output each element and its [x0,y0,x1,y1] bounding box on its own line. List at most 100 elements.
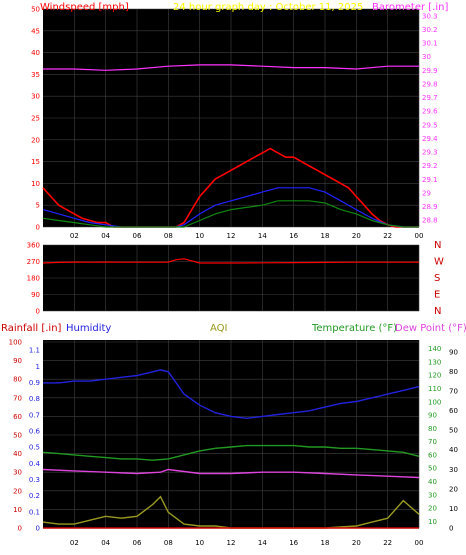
wind-left-tick: 5 [36,202,40,210]
humidity-line [43,369,420,420]
barometer-tick: 30.1 [422,40,438,48]
humidity-tick: 70 [13,394,22,402]
aqi-line [42,495,420,529]
temperature-tick: 140 [428,345,441,353]
rain-tick: 0.3 [29,476,40,484]
aqi-tick: 40 [449,446,458,454]
compass-label: S [434,273,440,284]
x-tick-label: 10 [195,539,204,547]
x-tick-label: 06 [133,539,142,547]
temperature-tick: 110 [428,385,441,393]
x-tick-label: 12 [227,539,236,547]
x-tick-label: 16 [289,232,298,240]
barometer-tick: 29.4 [422,135,438,143]
humidity-tick: 40 [13,450,22,458]
rain-tick: 0.4 [29,460,41,468]
wind-left-tick: 45 [31,27,40,35]
humidity-label: Humidity [66,323,111,334]
barometer-line [43,64,419,71]
x-tick-label: 02 [70,539,79,547]
humidity-tick: 60 [13,413,22,421]
x-tick-label: 22 [383,232,392,240]
direction-tick: 90 [31,291,40,299]
x-tick-label: 14 [258,232,267,240]
rain-tick: 0.8 [29,395,40,403]
aqi-tick: 80 [449,368,458,376]
wind-left-tick: 20 [31,136,40,144]
barometer-tick: 29.9 [422,67,438,75]
aqi-label: AQI [210,323,228,334]
barometer-label: Barometer [.in] [372,2,448,13]
graph-title: 24 hour graph day : October 11, 2025 [173,2,363,13]
barometer-tick: 30.3 [422,12,438,20]
temperature-tick: 90 [428,412,437,420]
barometer-tick: 28.9 [422,203,438,211]
dewpoint-label: Dew Point (°F) [395,323,466,334]
temperature-tick: 100 [428,398,441,406]
wind-gust-minimum-line [42,200,419,228]
aqi-tick: 10 [449,505,458,513]
barometer-tick: 28.8 [422,217,438,225]
wind-direction-line [42,258,419,264]
compass-label: N [434,240,441,251]
rain-tick: 0.7 [29,411,40,419]
x-tick-label: 08 [164,539,173,547]
humidity-tick: 30 [13,469,22,477]
humidity-tick: 20 [13,487,22,495]
x-tick-label: 12 [227,232,236,240]
humidity-tick: 80 [13,376,22,384]
x-tick-label: 02 [70,232,79,240]
aqi-tick: 90 [449,348,458,356]
rain-tick: 0.6 [29,427,41,435]
data-series [42,64,420,529]
temperature-tick: 80 [428,425,437,433]
x-tick-label: 00 [415,539,424,547]
wind-left-tick: 25 [31,115,40,123]
aqi-tick: 20 [449,485,458,493]
aqi-tick: 30 [449,466,458,474]
barometer-tick: 29.6 [422,108,438,116]
windspeed-label: Windspeed [mph] [40,2,129,13]
temperature-tick: 50 [428,465,437,473]
direction-tick: 0 [36,308,40,316]
wind-left-tick: 0 [36,224,40,232]
x-tick-label: 14 [258,539,267,547]
x-tick-label: 20 [352,232,361,240]
compass-label: W [434,257,444,268]
x-tick-label: 18 [321,232,330,240]
temperature-tick: 20 [428,505,437,513]
x-tick-label: 08 [164,232,173,240]
x-tick-label: 22 [383,539,392,547]
rain-tick: 0 [36,525,40,533]
direction-tick: 360 [27,242,40,250]
aqi-tick: 70 [449,387,458,395]
barometer-tick: 29.8 [422,80,438,88]
rain-tick: 1.1 [29,347,40,355]
x-tick-label: 16 [289,539,298,547]
humidity-tick: 90 [13,357,22,365]
x-tick-label: 20 [352,539,361,547]
wind-average-line [42,187,419,228]
wind-left-tick: 50 [31,6,40,14]
temperature-tick: 130 [428,358,441,366]
wind-left-tick: 15 [31,158,40,166]
temperature-tick: 60 [428,451,437,459]
x-tick-label: 06 [133,232,142,240]
aqi-tick: 50 [449,427,458,435]
direction-tick: 270 [27,258,40,266]
direction-tick: 180 [27,275,40,283]
temperature-tick: 70 [428,438,437,446]
gridlines [43,8,420,529]
x-tick-label: 04 [101,539,110,547]
barometer-tick: 29.7 [422,94,438,102]
rain-tick: 0.9 [29,379,40,387]
x-tick-label: 18 [321,539,330,547]
temperature-line [42,444,420,461]
barometer-tick: 29.2 [422,162,438,170]
windspeed-line [42,147,419,228]
wind-left-tick: 40 [31,49,40,57]
wind-left-tick: 35 [31,71,40,79]
